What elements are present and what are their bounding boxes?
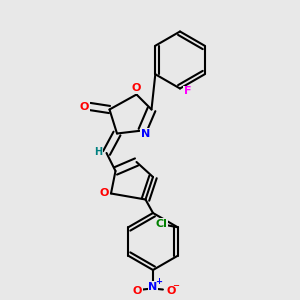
Text: O: O [166, 286, 176, 296]
Text: N: N [148, 281, 158, 292]
Text: O: O [100, 188, 109, 199]
Text: −: − [172, 281, 179, 290]
Text: O: O [132, 83, 141, 94]
Text: Cl: Cl [155, 219, 167, 229]
Text: N: N [141, 128, 150, 139]
Text: +: + [155, 277, 162, 286]
Text: O: O [80, 101, 89, 112]
Text: F: F [184, 86, 191, 97]
Text: O: O [133, 286, 142, 296]
Text: H: H [94, 147, 102, 158]
